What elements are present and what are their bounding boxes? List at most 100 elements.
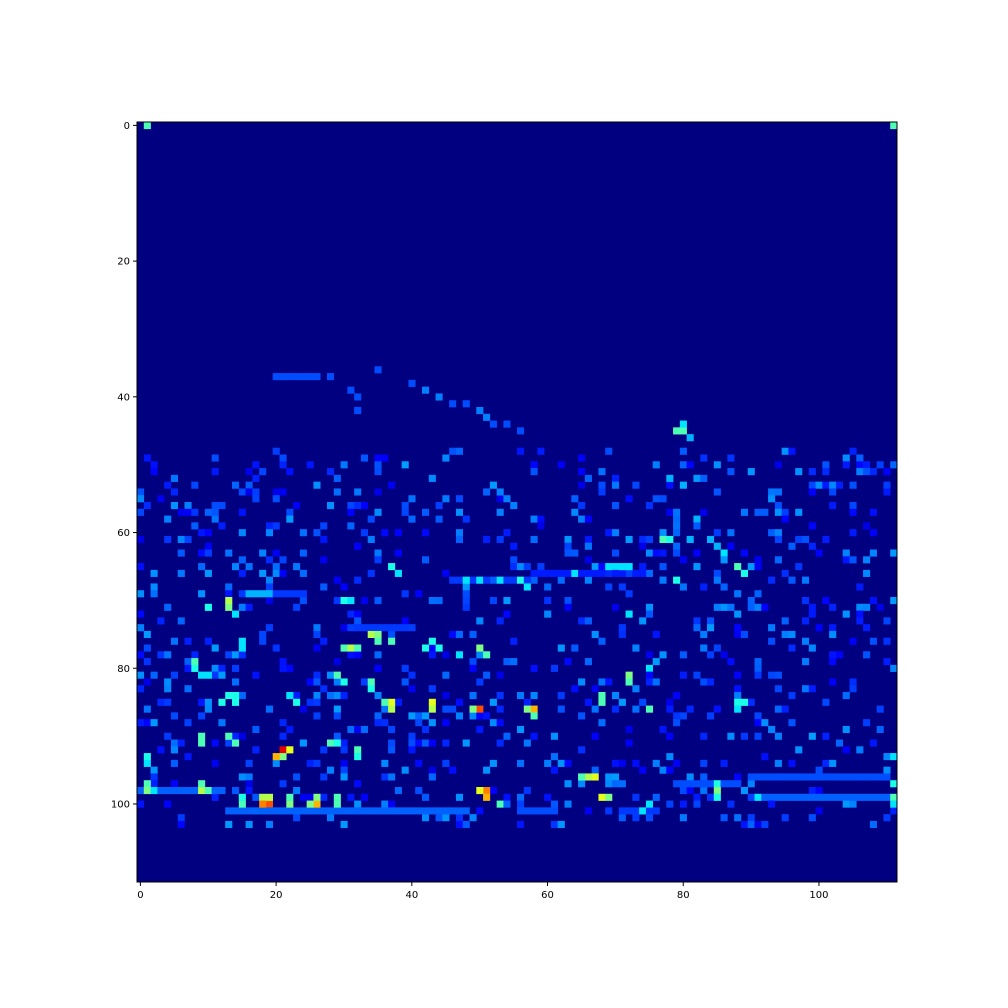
- heatmap-cell: [883, 773, 891, 781]
- heatmap-cell: [198, 698, 206, 706]
- heatmap-cell: [204, 671, 212, 679]
- heatmap-cell: [232, 698, 240, 706]
- heatmap-cell: [293, 692, 301, 700]
- heatmap-cell: [164, 651, 172, 659]
- heatmap-cell: [625, 535, 633, 544]
- heatmap-cell: [645, 678, 654, 686]
- heatmap-cell: [557, 576, 565, 584]
- heatmap-cell: [686, 787, 694, 795]
- heatmap-cell: [333, 576, 341, 584]
- heatmap-cell: [374, 461, 382, 469]
- heatmap-cell: [137, 535, 145, 544]
- heatmap-cell: [863, 624, 871, 632]
- heatmap-cell: [245, 488, 253, 496]
- heatmap-cell: [238, 644, 246, 652]
- heatmap-cell: [279, 461, 287, 469]
- heatmap-cell: [354, 393, 362, 401]
- heatmap-cell: [612, 481, 620, 489]
- heatmap-cell: [734, 773, 742, 781]
- heatmap-cell: [265, 705, 274, 713]
- heatmap-cell: [367, 630, 375, 639]
- heatmap-cell: [537, 447, 545, 455]
- heatmap-cell: [584, 542, 592, 550]
- heatmap-cell: [707, 793, 715, 801]
- heatmap-cell: [503, 658, 511, 666]
- heatmap-cell: [564, 780, 572, 788]
- heatmap-cell: [340, 624, 348, 632]
- heatmap-cell: [170, 780, 179, 788]
- heatmap-cell: [327, 766, 335, 774]
- heatmap-cell: [469, 664, 477, 672]
- heatmap-cell: [265, 807, 274, 815]
- heatmap-cell: [232, 787, 240, 795]
- heatmap-cell: [869, 820, 877, 829]
- heatmap-cell: [198, 732, 206, 740]
- heatmap-cell: [856, 468, 864, 476]
- heatmap-cell: [713, 787, 721, 795]
- heatmap-cell: [829, 603, 837, 611]
- heatmap-cell: [333, 793, 341, 801]
- heatmap-cell: [584, 698, 592, 706]
- heatmap-cell: [829, 678, 837, 686]
- heatmap-cell: [381, 454, 389, 462]
- heatmap-cell: [320, 556, 328, 564]
- heatmap-cell: [679, 800, 687, 808]
- heatmap-cell: [415, 739, 423, 747]
- heatmap-cell: [381, 759, 389, 767]
- heatmap-cell: [598, 569, 606, 577]
- heatmap-cell: [150, 671, 158, 679]
- heatmap-cell: [890, 780, 898, 788]
- heatmap-cell: [293, 603, 301, 611]
- heatmap-cell: [544, 807, 552, 815]
- heatmap-cell: [612, 474, 620, 482]
- heatmap-cell: [204, 637, 212, 645]
- heatmap-cell: [584, 556, 592, 564]
- heatmap-cell: [238, 590, 246, 598]
- heatmap-cell: [225, 590, 233, 598]
- heatmap-cell: [211, 664, 219, 672]
- heatmap-cell: [673, 780, 681, 788]
- heatmap-cell: [869, 508, 877, 516]
- heatmap-cell: [455, 447, 464, 455]
- heatmap-cell: [442, 719, 450, 727]
- heatmap-cell: [184, 753, 192, 761]
- heatmap-cell: [652, 678, 660, 686]
- heatmap-cell: [686, 773, 694, 781]
- heatmap-cell: [815, 481, 823, 489]
- heatmap-cell: [666, 800, 674, 808]
- heatmap-cell: [428, 644, 436, 652]
- heatmap-cell: [659, 535, 667, 544]
- heatmap-cell: [503, 495, 511, 503]
- heatmap-cell: [422, 644, 430, 652]
- heatmap-cell: [571, 644, 579, 652]
- heatmap-cell: [802, 773, 810, 781]
- heatmap-cell: [557, 461, 565, 469]
- heatmap-cell: [232, 807, 240, 815]
- heatmap-cell: [388, 807, 396, 815]
- heatmap-cell: [645, 800, 654, 808]
- heatmap-cell: [842, 793, 850, 801]
- heatmap-cell: [849, 793, 857, 801]
- heatmap-cell: [422, 739, 430, 747]
- heatmap-cell: [374, 556, 382, 564]
- heatmap-cell: [381, 529, 389, 537]
- heatmap-cell: [774, 759, 782, 767]
- heatmap-cell: [428, 685, 436, 693]
- heatmap-cell: [137, 624, 145, 632]
- heatmap-cell: [829, 502, 837, 510]
- heatmap-cell: [842, 461, 850, 469]
- heatmap-cell: [883, 468, 891, 476]
- heatmap-cell: [238, 773, 246, 781]
- heatmap-cell: [768, 529, 776, 537]
- heatmap-cell: [286, 590, 294, 598]
- heatmap-cell: [476, 576, 484, 584]
- heatmap-cell: [890, 807, 898, 815]
- heatmap-cell: [713, 529, 721, 537]
- heatmap-cell: [170, 474, 179, 482]
- heatmap-cell: [761, 820, 769, 829]
- heatmap-cell: [374, 664, 382, 672]
- heatmap-cell: [164, 698, 172, 706]
- heatmap-cell: [632, 481, 640, 489]
- heatmap-cell: [252, 474, 260, 482]
